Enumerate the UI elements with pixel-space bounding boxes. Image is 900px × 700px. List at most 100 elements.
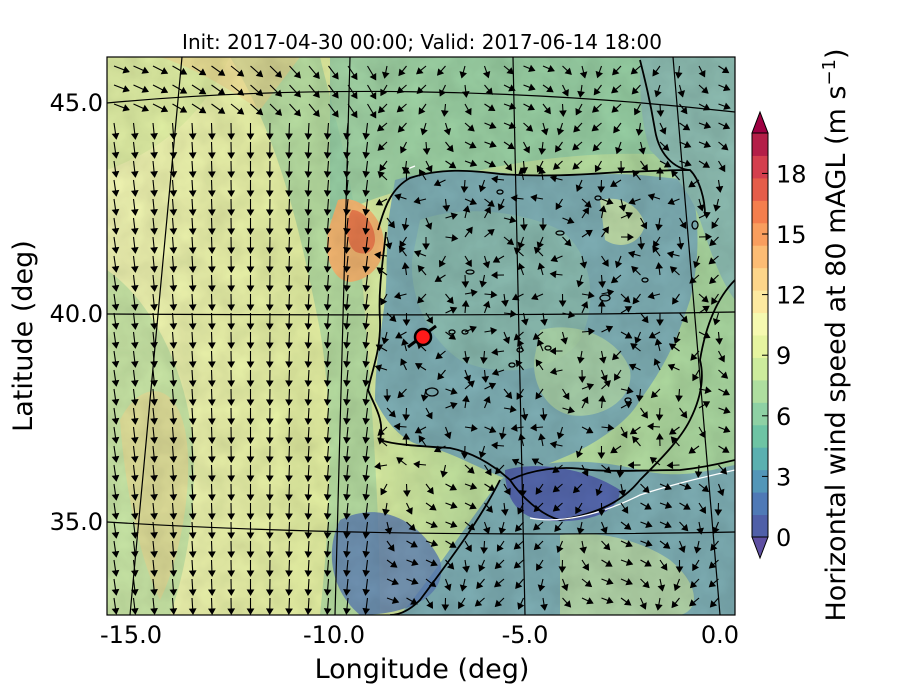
wind-arrow-head (304, 228, 313, 235)
wind-arrow-head (169, 285, 178, 292)
wind-arrow-head (615, 146, 623, 155)
wind-arrow-head (586, 597, 594, 605)
wind-arrow-head (517, 262, 526, 271)
wind-arrow-head (433, 179, 442, 187)
wind-arrow-head (377, 428, 385, 436)
wind-arrow-head (518, 433, 526, 441)
wind-arrow-head (207, 437, 216, 444)
wind-arrow-head (304, 152, 313, 159)
wind-arrow-head (610, 180, 618, 187)
wind-arrow-head (169, 247, 178, 254)
wind-arrow-head (429, 503, 437, 511)
site-marker (413, 327, 433, 347)
wind-arrow-head (549, 367, 557, 376)
wind-arrow-head (362, 265, 371, 273)
wind-arrow-head (400, 358, 408, 366)
wind-arrow-head (461, 300, 470, 307)
wind-arrow-head (304, 570, 313, 577)
wind-arrow-head (541, 128, 549, 136)
wind-arrow-head (188, 171, 197, 178)
wind-arrow-head (343, 304, 351, 311)
wind-arrow-head (343, 532, 351, 539)
wind-arrow-head (692, 373, 700, 382)
wind-arrow-head (709, 238, 717, 247)
wind-arrow-head (130, 170, 139, 178)
wind-arrow-head (150, 418, 158, 425)
wind-arrow-head (625, 540, 633, 548)
wind-arrow-head (130, 189, 139, 197)
colorbar-segment (752, 222, 768, 246)
wind-arrow-head (556, 432, 565, 440)
wind-arrow-head (712, 318, 721, 326)
wind-arrow-head (384, 527, 393, 535)
wind-arrow-head (362, 284, 371, 292)
wind-arrow-head (394, 193, 402, 201)
wind-arrow-head (425, 164, 433, 173)
wind-arrow-head (437, 372, 445, 380)
wind-arrow-head (606, 197, 614, 205)
wind-arrow-head (362, 227, 371, 235)
wind-arrow-head (463, 374, 471, 383)
wind-arrow-head (130, 132, 139, 140)
wind-arrow-head (633, 107, 641, 116)
wind-arrow-head (603, 380, 612, 388)
wind-arrow-head (169, 380, 178, 387)
wind-arrow-head (274, 89, 283, 97)
wind-arrow-head (592, 144, 600, 152)
wind-arrow-head (323, 152, 332, 159)
wind-arrow-head (293, 109, 301, 117)
wind-arrow-head (478, 451, 487, 459)
wind-arrow-head (265, 380, 274, 387)
wind-arrow-head (350, 110, 358, 119)
wind-arrow-head (304, 513, 313, 520)
wind-arrow-head (265, 266, 274, 273)
wind-arrow-head (111, 512, 120, 520)
wind-arrow-head (285, 190, 293, 197)
wind-arrow-head (641, 163, 649, 172)
wind-arrow-head (550, 254, 558, 263)
wind-arrow-head (414, 363, 423, 370)
wind-arrow-head (662, 143, 670, 151)
wind-arrow-head (459, 584, 468, 592)
wind-arrow-head (150, 133, 158, 140)
wind-arrow-head (227, 285, 236, 292)
wind-arrow-head (323, 380, 332, 387)
wind-arrow-head (675, 566, 684, 573)
wind-arrow-head (597, 452, 606, 459)
wind-arrow-head (708, 561, 717, 569)
wind-arrow-head (418, 107, 426, 115)
wind-arrow-head (265, 209, 274, 216)
wind-arrow-head (141, 85, 149, 93)
wind-arrow-head (690, 353, 698, 361)
wind-arrow-head (362, 246, 371, 254)
wind-arrow-head (666, 250, 675, 259)
wind-arrow-head (188, 418, 197, 425)
wind-arrow-head (265, 456, 274, 463)
wind-arrow-head (265, 190, 274, 197)
wind-arrow-head (582, 563, 590, 571)
wind-arrow-head (274, 108, 283, 116)
wind-arrow-head (265, 323, 274, 330)
wind-arrow-head (331, 91, 339, 99)
wind-arrow-head (435, 352, 443, 360)
wind-arrow-head (413, 460, 420, 469)
wind-arrow-head (449, 306, 458, 314)
wind-arrow-head (703, 140, 711, 149)
colorbar-segment (752, 335, 768, 358)
wind-arrow-head (111, 265, 120, 273)
wind-arrow-head (130, 398, 139, 406)
wind-arrow-head (343, 570, 351, 577)
wind-arrow-head (246, 247, 255, 254)
wind-arrow-head (460, 452, 469, 459)
wind-arrow-head (402, 414, 411, 421)
wind-arrow-head (693, 260, 701, 269)
wind-arrow-head (343, 513, 351, 520)
wind-arrow-head (285, 152, 293, 159)
wind-arrow-head (598, 281, 606, 288)
wind-arrow-head (130, 303, 139, 311)
wind-arrow-head (430, 520, 438, 529)
wind-arrow-head (533, 504, 541, 512)
wind-arrow-head (188, 133, 197, 140)
wind-arrow-head (630, 67, 639, 75)
wind-arrow-head (130, 569, 139, 577)
